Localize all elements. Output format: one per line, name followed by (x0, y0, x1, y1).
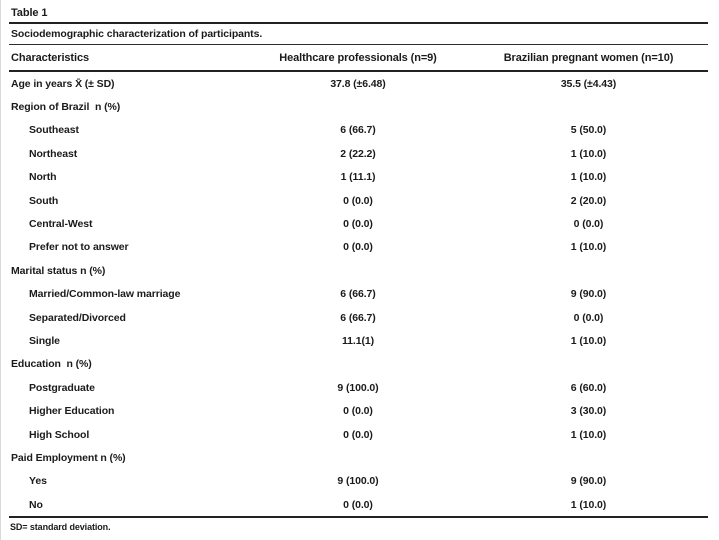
table-row: Single 11.1(1) 1 (10.0) (9, 329, 708, 352)
row-label: Single (29, 334, 60, 347)
row-label: Separated/Divorced (29, 311, 126, 324)
row-label: Education n (%) (11, 358, 92, 371)
table-row: Separated/Divorced 6 (66.7) 0 (0.0) (9, 306, 708, 329)
row-label: Yes (29, 475, 47, 488)
cell-healthcare: 6 (66.7) (340, 288, 376, 301)
row-label: Paid Employment n (%) (11, 451, 126, 464)
cell-pregnant: 35.5 (±4.43) (560, 77, 617, 90)
row-label: No (29, 498, 43, 511)
column-header-characteristics: Characteristics (11, 51, 89, 64)
table-row: Prefer not to answer 0 (0.0) 1 (10.0) (9, 236, 708, 259)
column-header-pregnant: Brazilian pregnant women (n=10) (503, 51, 674, 64)
row-label: Age in years X̄ (± SD) (11, 77, 115, 90)
cell-healthcare: 6 (66.7) (340, 124, 376, 137)
table-row: Married/Common-law marriage 6 (66.7) 9 (90… (9, 283, 708, 306)
cell-pregnant: 6 (60.0) (570, 381, 607, 394)
cell-pregnant: 1 (10.0) (570, 147, 607, 160)
cell-healthcare: 37.8 (±6.48) (330, 77, 386, 90)
rule-above-footnote (9, 516, 708, 519)
table-header-row: Characteristics Healthcare professionals… (9, 45, 708, 70)
row-label: Region of Brazil n (%) (11, 101, 121, 114)
row-label: Married/Common-law marriage (29, 288, 181, 301)
row-label: Postgraduate (29, 381, 95, 394)
cell-pregnant: 0 (0.0) (573, 218, 604, 231)
cell-pregnant: 0 (0.0) (573, 311, 604, 324)
row-label: Marital status n (%) (11, 264, 106, 277)
cell-healthcare: 9 (100.0) (337, 475, 379, 488)
table-caption: Sociodemographic characterization of par… (11, 28, 263, 40)
cell-pregnant: 5 (50.0) (570, 124, 607, 137)
table-row: Northeast 2 (22.2) 1 (10.0) (9, 142, 708, 165)
table-row: South 0 (0.0) 2 (20.0) (9, 189, 708, 212)
rule-under-label (9, 22, 708, 24)
cell-healthcare: 2 (22.2) (340, 147, 376, 160)
rule-under-header (9, 70, 708, 72)
table-row: Central-West 0 (0.0) 0 (0.0) (9, 212, 708, 235)
cell-pregnant: 1 (10.0) (570, 498, 607, 511)
row-label: Southeast (29, 124, 79, 137)
cell-healthcare: 1 (11.1) (340, 171, 376, 184)
cell-pregnant: 1 (10.0) (570, 241, 607, 254)
table-row: Postgraduate 9 (100.0) 6 (60.0) (9, 376, 708, 399)
cell-pregnant: 9 (90.0) (570, 288, 607, 301)
table-row: Education n (%) (9, 353, 708, 376)
cell-pregnant: 1 (10.0) (570, 428, 607, 441)
table-row: Region of Brazil n (%) (9, 95, 708, 118)
row-label: Central-West (29, 218, 93, 231)
row-label: High School (29, 428, 90, 441)
table-footnote: SD= standard deviation. (10, 522, 111, 533)
row-label: South (29, 194, 59, 207)
cell-healthcare: 0 (0.0) (343, 405, 373, 418)
cell-healthcare: 11.1(1) (342, 334, 374, 347)
column-header-healthcare: Healthcare professionals (n=9) (279, 51, 437, 64)
rule-under-caption (9, 44, 708, 45)
table-body: Age in years X̄ (± SD) 37.8 (±6.48) 35.5 (… (9, 72, 708, 516)
table-row: Paid Employment n (%) (9, 446, 708, 469)
cell-healthcare: 0 (0.0) (343, 218, 373, 231)
table-row: Southeast 6 (66.7) 5 (50.0) (9, 119, 708, 142)
cell-healthcare: 0 (0.0) (343, 241, 373, 254)
table-row: No 0 (0.0) 1 (10.0) (9, 493, 708, 516)
cell-pregnant: 3 (30.0) (570, 405, 607, 418)
cell-healthcare: 6 (66.7) (340, 311, 376, 324)
table-row: Marital status n (%) (9, 259, 708, 282)
table-row: Age in years X̄ (± SD) 37.8 (±6.48) 35.5 (… (9, 72, 708, 95)
cell-pregnant: 2 (20.0) (570, 194, 607, 207)
table-number: Table 1 (11, 7, 48, 19)
cell-pregnant: 9 (90.0) (570, 475, 607, 488)
cell-pregnant: 1 (10.0) (570, 334, 607, 347)
cell-pregnant: 1 (10.0) (570, 171, 607, 184)
table-row: North 1 (11.1) 1 (10.0) (9, 166, 708, 189)
cell-healthcare: 0 (0.0) (343, 498, 373, 511)
cell-healthcare: 9 (100.0) (337, 381, 379, 394)
row-label: Higher Education (29, 405, 115, 418)
cell-healthcare: 0 (0.0) (343, 428, 373, 441)
row-label: North (29, 171, 57, 184)
cell-healthcare: 0 (0.0) (343, 194, 373, 207)
row-label: Northeast (29, 147, 78, 160)
table-row: Higher Education 0 (0.0) 3 (30.0) (9, 399, 708, 422)
table-row: Yes 9 (100.0) 9 (90.0) (9, 470, 708, 493)
row-label: Prefer not to answer (29, 241, 129, 254)
table-row: High School 0 (0.0) 1 (10.0) (9, 423, 708, 446)
